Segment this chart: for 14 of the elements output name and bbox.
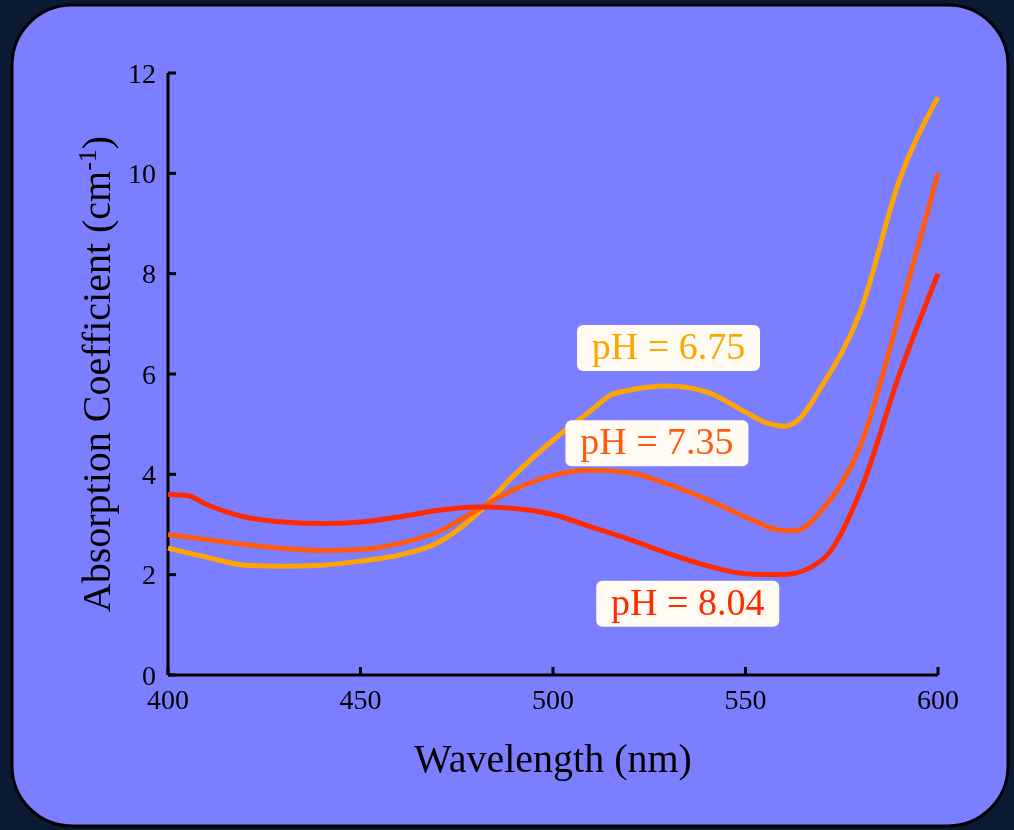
x-axis-title: Wavelength (nm)	[414, 736, 692, 781]
y-tick-label: 8	[142, 258, 156, 290]
y-tick-label: 12	[128, 57, 156, 89]
series-label: pH = 6.75	[591, 324, 746, 367]
series-label: pH = 8.04	[611, 580, 765, 623]
x-tick-label: 450	[339, 684, 382, 715]
x-tick-label: 500	[532, 684, 574, 715]
x-tick-label: 550	[724, 684, 767, 715]
x-tick-label: 600	[917, 684, 959, 715]
y-tick-label: 4	[142, 459, 156, 491]
y-tick-label: 6	[142, 358, 156, 390]
series-label: pH = 7.35	[580, 420, 734, 463]
y-tick-label: 2	[142, 559, 156, 591]
y-tick-label: 10	[128, 158, 156, 190]
